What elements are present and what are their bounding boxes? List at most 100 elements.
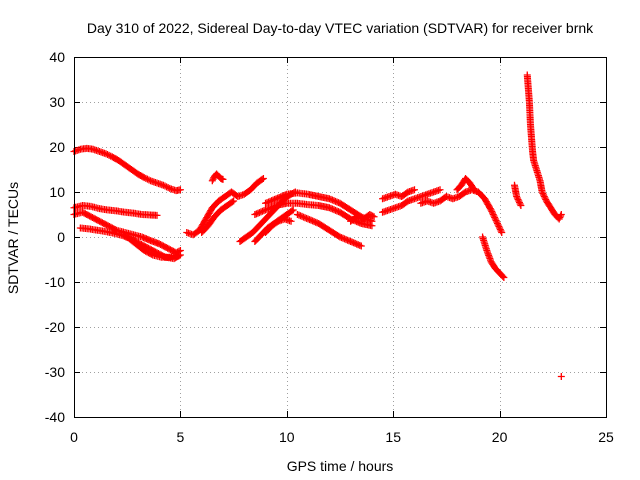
series-arc-18 [417,186,506,236]
x-tick-label: 20 [492,429,508,445]
data-point [515,197,523,205]
y-tick-label: -30 [45,364,65,380]
data-point [147,250,155,258]
data-point [557,211,565,218]
x-axis-label: GPS time / hours [287,458,394,474]
data-point [557,212,565,220]
data-point [493,220,501,227]
data-point [470,186,478,194]
y-axis-label: SDTVAR / TECUs [5,182,21,294]
data-point [496,224,504,232]
data-point [556,214,564,221]
series-arc-9 [236,188,299,245]
data-point [140,174,148,182]
data-point [538,188,546,196]
data-point [258,175,266,183]
data-point [498,229,506,236]
plot-frame [74,57,607,418]
x-tick-label: 10 [279,429,295,445]
data-point [495,223,503,230]
points-layer [70,71,565,380]
data-point [540,191,548,199]
data-point [497,227,505,235]
series-arc-8 [198,197,238,236]
x-tick-label: 0 [70,429,78,445]
data-point [436,186,444,194]
x-tick-label: 15 [385,429,401,445]
y-tick-label: -20 [45,319,65,335]
data-point [555,215,563,223]
data-point [541,194,549,202]
data-point [163,183,171,191]
data-point [492,217,500,224]
series-arc-17 [379,186,418,203]
data-point [102,150,110,158]
data-point [368,217,376,225]
data-point [176,186,184,194]
data-point [488,208,496,215]
y-tick-label: 0 [57,229,65,245]
data-point [111,226,119,233]
grid-layer [74,57,606,417]
data-point [143,175,151,183]
series-arc-11 [262,215,295,236]
series-arc-5 [123,233,182,261]
data-point [490,212,498,220]
data-point [104,151,112,159]
data-point [494,221,502,229]
data-point [161,182,169,190]
data-point [208,177,216,185]
data-point [174,251,182,259]
data-point [493,218,501,226]
data-point [557,373,565,380]
data-point [496,226,504,233]
data-point [357,242,365,250]
data-point [230,197,238,205]
data-point [164,184,172,192]
data-point [499,272,507,280]
data-point [517,202,525,209]
data-point [145,176,153,184]
data-point [469,184,477,192]
data-point [289,206,297,214]
data-point [500,274,508,281]
series-arc-1 [70,144,184,195]
series-arc-15 [347,211,378,225]
y-tick-label: 40 [49,49,65,65]
data-point [514,196,522,203]
data-point [513,194,521,202]
data-point [515,199,523,206]
data-point [539,190,547,197]
x-tick-label: 5 [177,429,185,445]
series-arc-21 [510,181,525,209]
y-tick-label: 20 [49,139,65,155]
data-point [489,211,497,218]
data-point [540,193,548,200]
data-point [491,215,499,223]
series-arc-22 [523,71,565,223]
y-tick-label: 10 [49,184,65,200]
data-point [410,186,418,194]
data-point [159,181,167,189]
y-tick-label: -10 [45,274,65,290]
data-point [513,193,521,200]
series-outlier [557,373,565,380]
y-tick-label: 30 [49,94,65,110]
data-point [259,175,267,182]
series-arc-16 [379,186,444,216]
data-point [228,198,236,206]
data-point [369,212,377,220]
series-arc-19 [453,175,478,194]
data-point [489,209,497,217]
data-point [142,174,150,182]
data-point [153,211,161,219]
data-point [487,206,495,214]
series-arc-7 [208,170,227,185]
data-point [288,207,296,215]
data-point [491,214,499,221]
y-tick-label: -40 [45,409,65,425]
data-point [209,175,217,183]
data-point [370,213,378,221]
